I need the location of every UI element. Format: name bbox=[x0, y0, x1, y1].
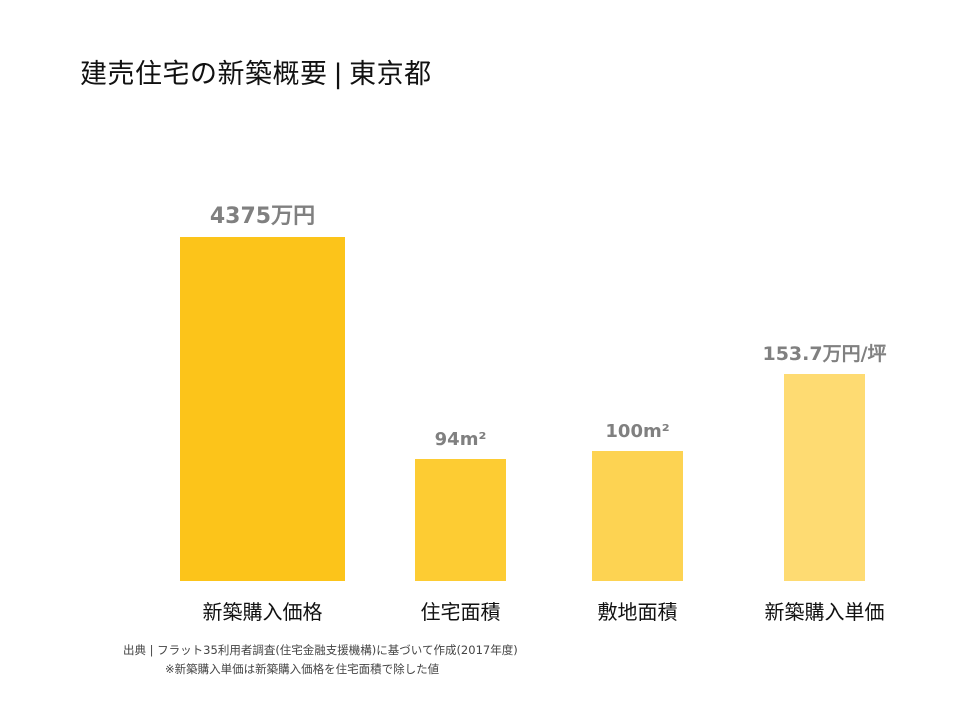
footer-note: ※新築購入単価は新築購入価格を住宅面積で除した値 bbox=[165, 662, 440, 676]
chart-title-region: 東京都 bbox=[349, 59, 432, 90]
chart-title-separator: | bbox=[333, 59, 344, 90]
category-label-1: 新築購入価格 bbox=[203, 600, 323, 624]
category-label-4: 新築購入単価 bbox=[765, 600, 885, 624]
bar-3 bbox=[592, 451, 683, 581]
category-label-2: 住宅面積 bbox=[421, 600, 501, 624]
bar-1 bbox=[180, 237, 345, 581]
data-label-3: 100m² bbox=[605, 421, 669, 442]
chart-title-main: 建売住宅の新築概要 bbox=[80, 59, 328, 90]
bar-4 bbox=[784, 374, 865, 581]
bar-2 bbox=[415, 459, 506, 581]
data-label-2: 94m² bbox=[435, 429, 487, 450]
data-label-4: 153.7万円/坪 bbox=[762, 343, 886, 365]
footer-source: 出典 | フラット35利用者調査(住宅金融支援機構)に基づいて作成(2017年度… bbox=[123, 643, 518, 657]
data-label-1: 4375万円 bbox=[210, 204, 315, 229]
chart-title: 建売住宅の新築概要 | 東京都 bbox=[80, 52, 432, 91]
category-label-3: 敷地面積 bbox=[598, 600, 678, 624]
